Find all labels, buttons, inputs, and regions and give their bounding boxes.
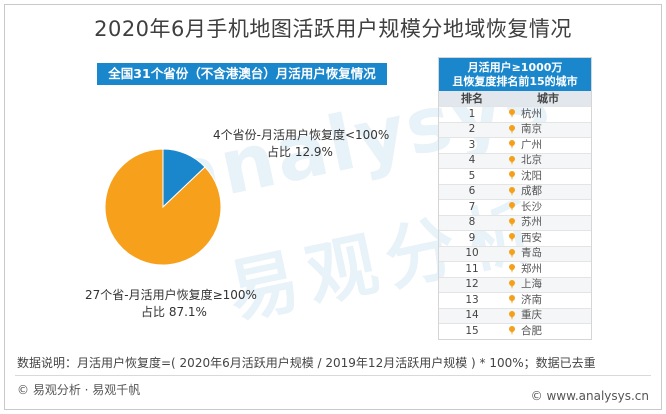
slice-pct-label: 占比 12.9%	[267, 145, 333, 159]
footer-website: © www.analysys.cn	[530, 389, 649, 403]
pin-cell	[505, 202, 519, 212]
table-header: 月活用户≥1000万 且恢复度排名前15的城市	[439, 58, 591, 91]
pin-cell	[505, 186, 519, 197]
rank-cell: 14	[465, 309, 479, 321]
data-note: 数据说明：月活用户恢复度=( 2020年6月活跃用户规模 / 2019年12月活…	[17, 356, 596, 370]
pin-cell	[505, 155, 519, 166]
slice-annotation-minor: 4个省份-月活用户恢复度<100% 占比 12.9%	[213, 127, 389, 161]
rank-cell: 7	[468, 200, 476, 213]
table-body: 1 杭州 2 南京 3 广州 4 北京 5 沈阳 6 成都 7 长沙 8 苏州 9 西安 10 青岛 11 郑州 12 上海 1…	[439, 106, 591, 339]
table-row: 3 广州	[439, 137, 591, 153]
pin-cell	[505, 140, 519, 150]
map-pin-icon	[508, 217, 516, 228]
rank-cell: 11	[465, 262, 479, 275]
table-row: 14 重庆	[439, 307, 591, 323]
footer-copyright: © 易观分析 · 易观千帆	[17, 383, 141, 397]
pin-cell	[505, 109, 519, 119]
table-row: 11 郑州	[439, 261, 591, 277]
city-ranking-table: 月活用户≥1000万 且恢复度排名前15的城市 排名 城市 1 杭州 2 南京 3 广州 4…	[438, 57, 592, 340]
map-pin-icon	[508, 279, 516, 290]
infographic-frame: analysys 易观分析 2020年6月手机地图活跃用户规模分地域恢复情况 全…	[4, 4, 662, 410]
pie-chart	[104, 148, 222, 266]
map-pin-icon	[508, 326, 516, 336]
map-pin-icon	[508, 233, 516, 243]
pin-cell	[505, 217, 519, 228]
map-pin-icon	[508, 171, 516, 181]
city-cell: 重庆	[521, 309, 542, 321]
rank-cell: 3	[468, 138, 476, 151]
table-row: 6 成都	[439, 183, 591, 199]
table-row: 13 济南	[439, 292, 591, 308]
rank-cell: 15	[465, 324, 479, 337]
pin-cell	[505, 124, 519, 135]
city-cell: 西安	[521, 231, 542, 244]
table-row: 10 青岛	[439, 245, 591, 261]
rank-cell: 8	[468, 216, 476, 228]
city-cell: 青岛	[521, 247, 542, 259]
table-row: 7 长沙	[439, 199, 591, 215]
map-pin-icon	[508, 140, 516, 150]
slice-label: 4个省份-月活用户恢复度<100%	[213, 128, 390, 142]
city-cell: 济南	[521, 293, 542, 306]
city-cell: 上海	[521, 278, 542, 290]
map-pin-icon	[508, 155, 516, 166]
map-pin-icon	[508, 202, 516, 212]
table-row: 1 杭州	[439, 106, 591, 122]
pie-slice-2	[104, 148, 222, 266]
city-cell: 苏州	[521, 216, 542, 228]
map-pin-icon	[508, 295, 516, 305]
table-row: 12 上海	[439, 276, 591, 292]
map-pin-icon	[508, 186, 516, 197]
city-cell: 成都	[521, 185, 542, 197]
rank-cell: 9	[468, 231, 476, 244]
table-header-line2: 且恢复度排名前15的城市	[452, 75, 578, 88]
rank-cell: 2	[468, 123, 476, 135]
city-cell: 沈阳	[521, 169, 542, 182]
page-title: 2020年6月手机地图活跃用户规模分地域恢复情况	[94, 17, 572, 41]
rank-cell: 10	[465, 247, 479, 259]
pin-cell	[505, 171, 519, 181]
map-pin-icon	[508, 310, 516, 321]
table-row: 8 苏州	[439, 214, 591, 230]
pin-cell	[505, 310, 519, 321]
table-row: 2 南京	[439, 121, 591, 137]
map-pin-icon	[508, 124, 516, 135]
city-cell: 郑州	[521, 262, 542, 275]
map-pin-icon	[508, 264, 516, 274]
city-cell: 杭州	[521, 107, 542, 120]
table-row: 9 西安	[439, 230, 591, 246]
rank-cell: 6	[468, 185, 476, 197]
map-pin-icon	[508, 248, 516, 259]
pin-cell	[505, 295, 519, 305]
pin-cell	[505, 279, 519, 290]
col-city-header: 城市	[537, 92, 559, 105]
city-cell: 长沙	[521, 200, 542, 213]
pin-cell	[505, 326, 519, 336]
table-row: 15 合肥	[439, 323, 591, 339]
table-header-line1: 月活用户≥1000万	[467, 61, 563, 74]
city-cell: 北京	[521, 154, 542, 166]
pin-cell	[505, 248, 519, 259]
rank-cell: 12	[465, 278, 479, 290]
table-column-header: 排名 城市	[439, 91, 591, 106]
table-row: 5 沈阳	[439, 168, 591, 184]
rank-cell: 13	[465, 293, 479, 306]
rank-cell: 1	[468, 107, 476, 120]
table-row: 4 北京	[439, 152, 591, 168]
city-cell: 南京	[521, 123, 542, 135]
city-cell: 广州	[521, 138, 542, 151]
col-rank-header: 排名	[461, 92, 483, 105]
pin-cell	[505, 233, 519, 243]
pin-cell	[505, 264, 519, 274]
rank-cell: 5	[468, 169, 476, 182]
slice-annotation-major: 27个省-月活用户恢复度≥100% 占比 87.1%	[85, 287, 257, 321]
rank-cell: 4	[468, 154, 476, 166]
slice-label: 27个省-月活用户恢复度≥100%	[85, 288, 257, 302]
map-pin-icon	[508, 109, 516, 119]
slice-pct-label: 占比 87.1%	[141, 305, 207, 319]
pie-chart-banner: 全国31个省份（不含港澳台）月活用户恢复情况	[97, 63, 387, 85]
city-cell: 合肥	[521, 324, 542, 337]
footer-divider	[15, 375, 651, 376]
